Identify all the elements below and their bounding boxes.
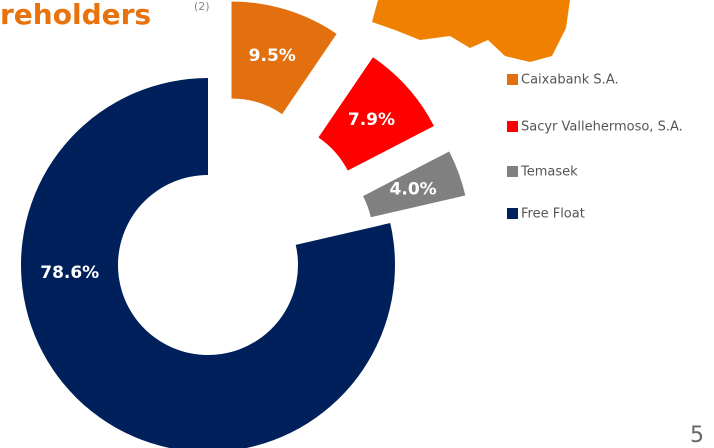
slice-label: 9.5% <box>249 46 296 66</box>
donut-slice <box>318 57 434 171</box>
donut-slice <box>363 151 466 218</box>
legend-swatch <box>507 208 518 219</box>
slice-label: 7.9% <box>348 110 395 130</box>
legend-label: Caixabank S.A. <box>521 73 619 88</box>
slice-label: 78.6% <box>40 263 99 283</box>
legend-label: Free Float <box>521 207 585 222</box>
donut-slice <box>21 78 395 448</box>
legend-swatch <box>507 74 518 85</box>
legend-swatch <box>507 166 518 177</box>
title-note: (2) <box>194 0 210 13</box>
map-shape <box>372 0 570 62</box>
title: reholders <box>0 0 151 31</box>
slice-label: 4.0% <box>390 180 437 200</box>
page-number: 5 <box>690 423 704 448</box>
donut-slice <box>231 1 337 115</box>
legend-label: Sacyr Vallehermoso, S.A. <box>521 120 683 135</box>
legend-label: Temasek <box>520 165 578 180</box>
legend-swatch <box>507 121 518 132</box>
